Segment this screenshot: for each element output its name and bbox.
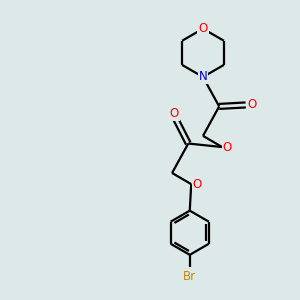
Text: O: O bbox=[248, 98, 257, 111]
Text: O: O bbox=[170, 107, 179, 120]
Text: O: O bbox=[223, 141, 232, 154]
Text: Br: Br bbox=[183, 269, 196, 283]
Text: O: O bbox=[193, 178, 202, 191]
Text: O: O bbox=[198, 22, 208, 35]
Text: N: N bbox=[199, 70, 207, 83]
